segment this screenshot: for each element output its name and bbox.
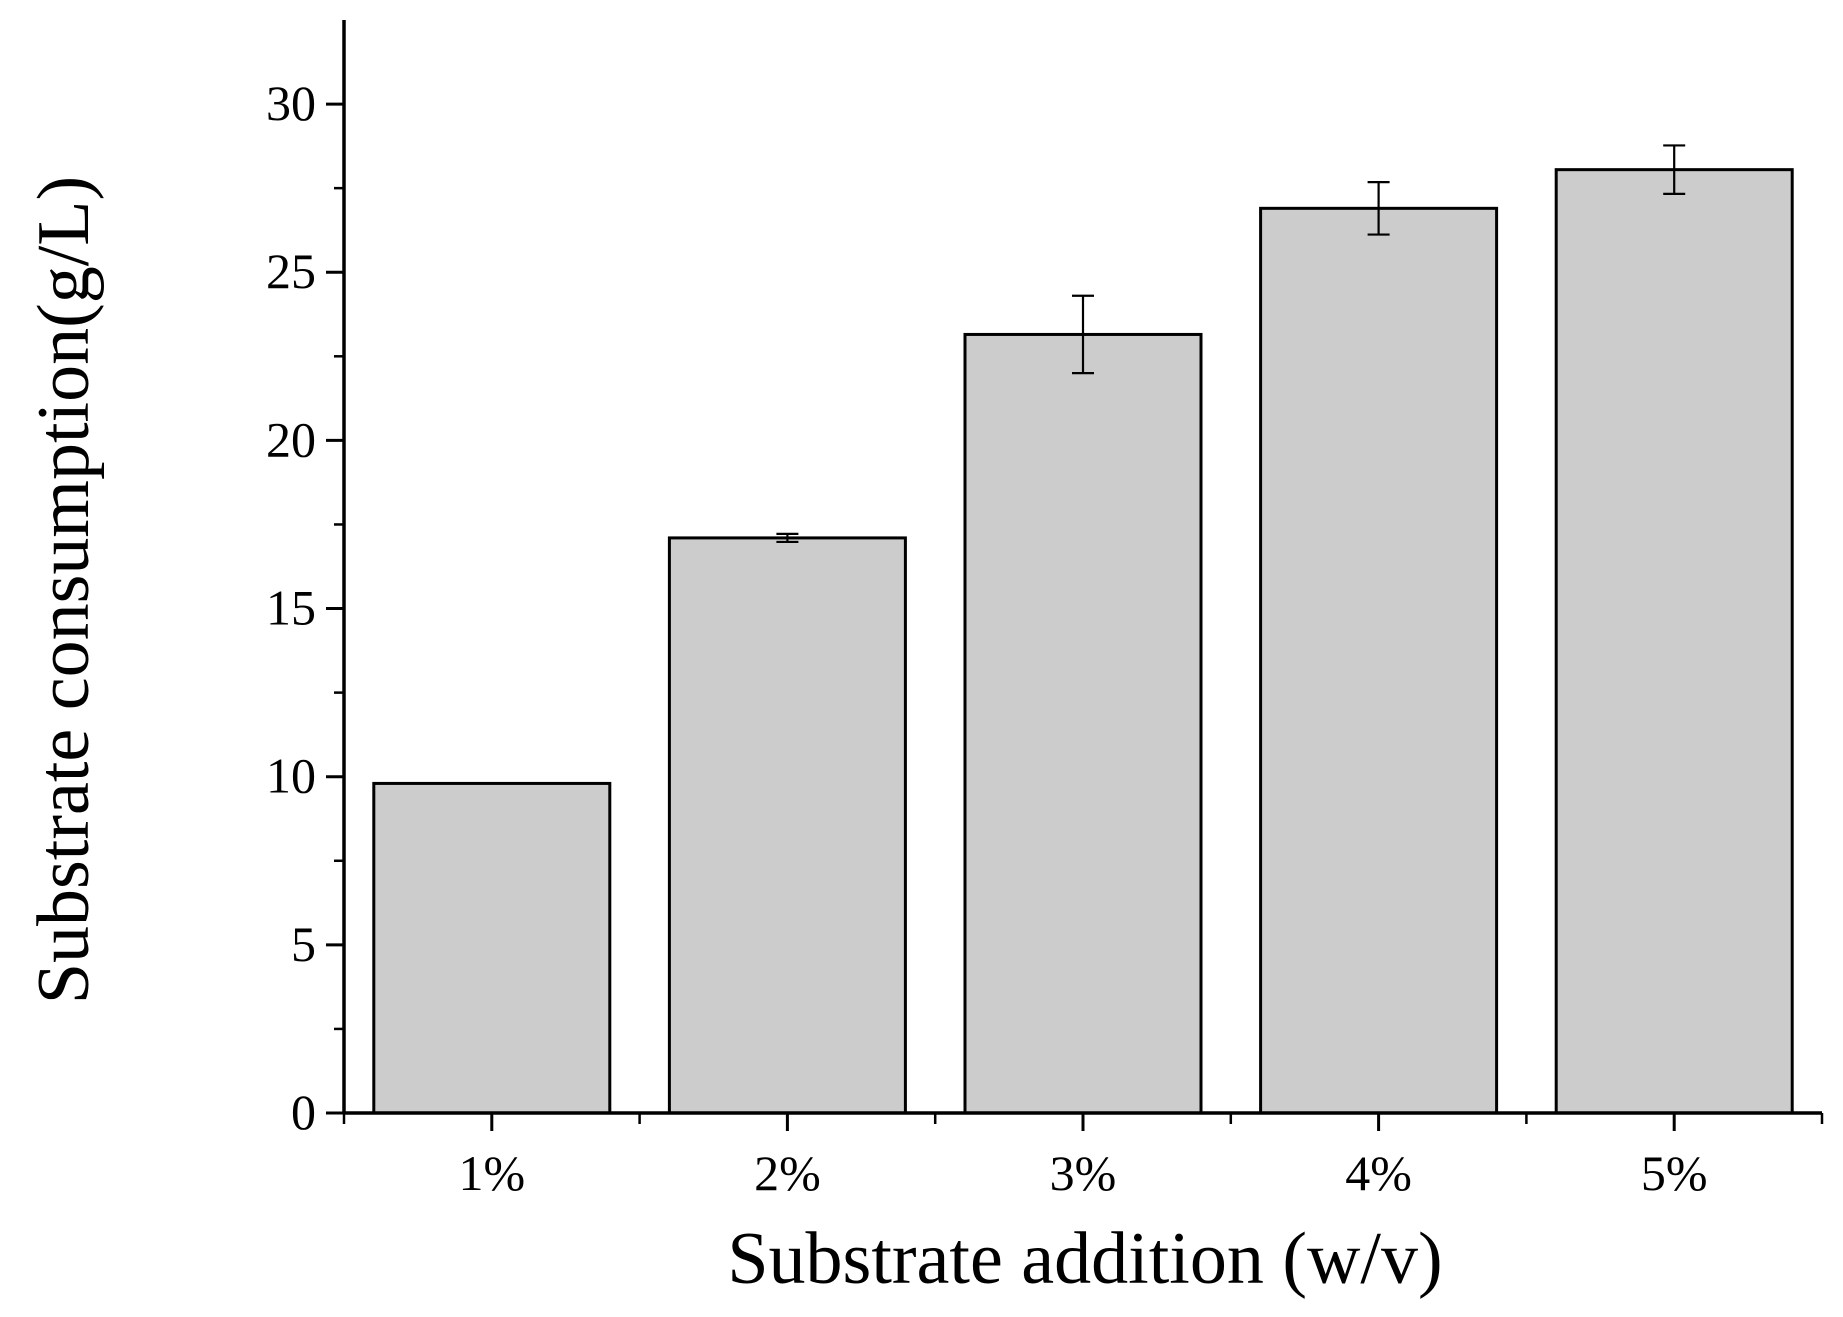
ticks-layer [326,102,1824,1131]
bar-2 [667,536,907,1115]
y-tick-label: 5 [291,916,316,972]
y-axis-title: Substrate consumption(g/L) [23,176,105,1004]
error-bar-4 [1367,181,1390,236]
x-axis-title: Substrate addition (w/v) [727,1218,1442,1300]
y-tick-label: 30 [266,75,316,131]
y-tick-label: 20 [266,411,316,467]
bar-1 [372,781,612,1115]
x-tick-label-4: 4% [1345,1145,1412,1201]
bar-4 [1259,206,1499,1115]
bar-3 [963,332,1203,1115]
tick-labels-layer: 0 5 10 15 20 25 30 1% 2% 3% 4% 5% [266,75,1708,1201]
bar-5 [1554,168,1794,1115]
x-tick-label-1: 1% [458,1145,525,1201]
y-tick-label: 0 [291,1084,316,1140]
error-bar-5 [1663,144,1686,195]
y-tick-label: 10 [266,748,316,804]
error-bar-2 [776,532,799,544]
y-tick-label: 25 [266,243,316,299]
x-tick-label-5: 5% [1641,1145,1708,1201]
error-bars-layer [776,144,1686,544]
y-tick-label: 15 [266,580,316,636]
error-bar-3 [1072,294,1094,375]
x-tick-label-3: 3% [1050,1145,1117,1201]
x-tick-label-2: 2% [754,1145,821,1201]
